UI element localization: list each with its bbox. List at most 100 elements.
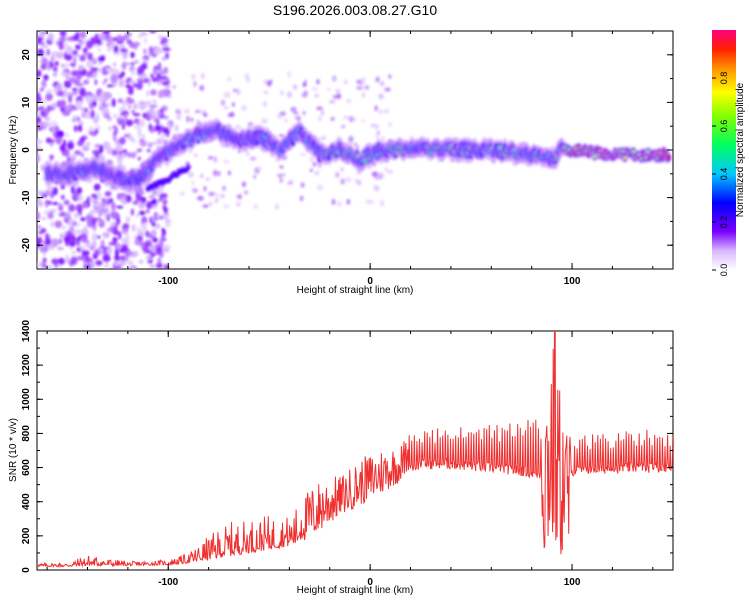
noise-blob bbox=[104, 191, 112, 197]
noise-blob bbox=[148, 123, 152, 131]
noise-blob bbox=[345, 176, 352, 183]
noise-blob bbox=[145, 209, 150, 214]
noise-blob bbox=[51, 238, 59, 247]
noise-blob bbox=[73, 212, 79, 219]
noise-blob bbox=[117, 51, 121, 56]
noise-blob bbox=[249, 156, 257, 161]
noise-blob bbox=[112, 213, 118, 220]
noise-blob bbox=[149, 114, 157, 120]
y-tick-label: 200 bbox=[21, 527, 32, 544]
noise-blob bbox=[77, 197, 82, 202]
noise-blob bbox=[64, 211, 71, 221]
noise-blob bbox=[96, 113, 100, 122]
noise-blob bbox=[80, 217, 86, 222]
noise-blob bbox=[133, 125, 141, 130]
noise-blob bbox=[300, 182, 305, 188]
noise-blob bbox=[85, 40, 94, 49]
noise-blob bbox=[91, 209, 97, 214]
noise-blob bbox=[157, 73, 161, 78]
noise-blob bbox=[112, 132, 117, 142]
noise-blob bbox=[42, 257, 47, 264]
noise-blob bbox=[135, 213, 140, 218]
noise-blob bbox=[51, 258, 59, 265]
noise-blob bbox=[92, 100, 97, 107]
noise-blob bbox=[373, 185, 380, 192]
noise-blob bbox=[106, 247, 113, 256]
noise-blob bbox=[82, 145, 90, 152]
noise-blob bbox=[58, 202, 63, 210]
noise-blob bbox=[63, 80, 72, 89]
noise-blob bbox=[227, 112, 235, 118]
noise-blob bbox=[111, 149, 118, 156]
noise-blob bbox=[137, 104, 144, 110]
noise-blob bbox=[91, 72, 98, 77]
noise-blob bbox=[91, 240, 97, 249]
noise-blob bbox=[107, 198, 114, 204]
noise-blob bbox=[343, 115, 350, 121]
noise-blob bbox=[106, 116, 112, 121]
noise-blob bbox=[330, 116, 335, 122]
noise-blob bbox=[70, 185, 75, 194]
noise-blob bbox=[202, 204, 209, 209]
noise-blob bbox=[314, 170, 320, 176]
x-tick-label: 0 bbox=[367, 577, 373, 588]
noise-blob bbox=[320, 109, 325, 116]
noise-blob bbox=[127, 86, 134, 96]
noise-blob bbox=[91, 93, 98, 102]
noise-blob bbox=[217, 170, 221, 177]
noise-blob bbox=[162, 198, 168, 206]
noise-blob bbox=[93, 202, 99, 207]
noise-blob bbox=[294, 116, 302, 120]
noise-blob bbox=[336, 200, 342, 208]
noise-blob bbox=[376, 130, 381, 135]
noise-blob bbox=[86, 242, 91, 249]
noise-blob bbox=[122, 99, 126, 109]
noise-blob bbox=[122, 201, 127, 205]
noise-blob bbox=[368, 200, 375, 204]
noise-blob bbox=[138, 100, 146, 105]
noise-blob bbox=[37, 48, 45, 56]
noise-blob bbox=[166, 85, 170, 90]
noise-blob bbox=[152, 237, 158, 243]
noise-blob bbox=[149, 216, 153, 224]
noise-blob bbox=[77, 241, 81, 247]
noise-blob bbox=[388, 74, 392, 79]
x-tick-label: -100 bbox=[158, 577, 178, 588]
noise-blob bbox=[360, 77, 366, 81]
noise-blob bbox=[119, 137, 126, 145]
noise-blob bbox=[301, 93, 308, 98]
x-tick-label: 100 bbox=[564, 577, 581, 588]
noise-blob bbox=[40, 261, 45, 268]
noise-blob bbox=[111, 98, 116, 108]
noise-blob bbox=[89, 130, 96, 136]
noise-blob bbox=[121, 228, 129, 235]
noise-blob bbox=[302, 110, 306, 116]
noise-blob bbox=[151, 77, 159, 83]
noise-blob bbox=[340, 167, 344, 172]
noise-blob bbox=[141, 119, 145, 128]
noise-blob bbox=[151, 99, 156, 104]
noise-blob bbox=[143, 48, 147, 55]
noise-blob bbox=[343, 80, 348, 84]
noise-blob bbox=[69, 62, 76, 67]
noise-blob bbox=[144, 101, 152, 107]
spectrogram-xlabel: Height of straight line (km) bbox=[297, 285, 414, 296]
noise-blob bbox=[104, 65, 111, 69]
noise-blob bbox=[231, 102, 235, 107]
noise-blob bbox=[378, 93, 383, 98]
noise-blob bbox=[172, 85, 176, 89]
noise-blob bbox=[234, 124, 241, 130]
noise-blob bbox=[286, 181, 294, 185]
noise-blob bbox=[37, 190, 44, 195]
noise-blob bbox=[238, 193, 242, 201]
noise-blob bbox=[137, 133, 143, 138]
y-tick-label: -20 bbox=[21, 238, 32, 253]
noise-blob bbox=[41, 57, 48, 65]
noise-blob bbox=[49, 154, 54, 162]
noise-blob bbox=[384, 166, 388, 173]
noise-blob bbox=[261, 118, 268, 124]
noise-blob bbox=[43, 121, 51, 128]
noise-blob bbox=[247, 122, 254, 126]
